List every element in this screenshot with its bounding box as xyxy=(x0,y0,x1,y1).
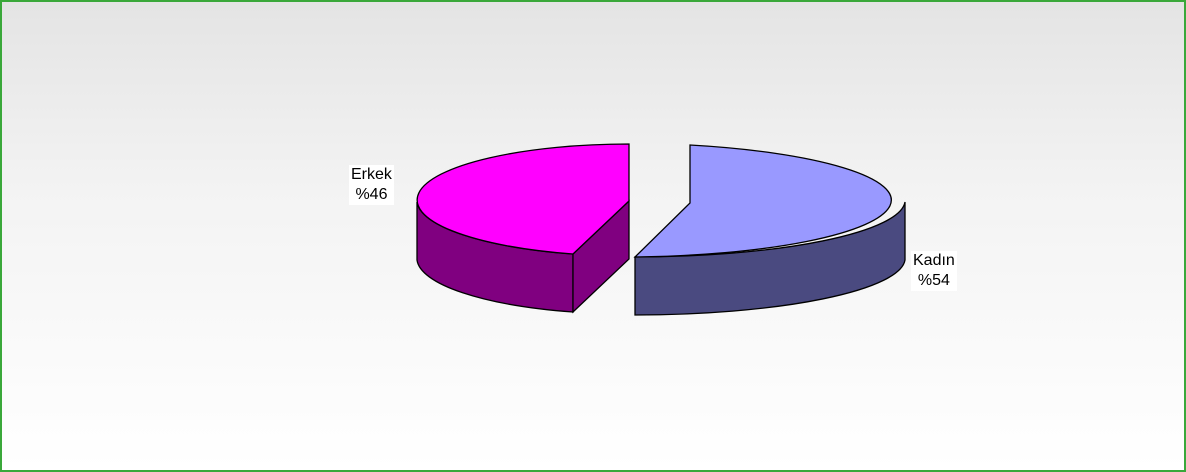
slice-kadin-side xyxy=(634,201,906,316)
data-label-erkek-name: Erkek xyxy=(351,166,392,183)
slice-erkek-top xyxy=(416,143,630,255)
slice-kadin-top xyxy=(633,144,892,258)
data-label-erkek: Erkek %46 xyxy=(349,165,394,205)
data-label-kadin-value: %54 xyxy=(917,272,950,289)
slice-erkek xyxy=(416,143,630,314)
data-label-kadin: Kadın %54 xyxy=(911,251,957,291)
data-label-erkek-value: %46 xyxy=(355,186,388,203)
data-label-kadin-name: Kadın xyxy=(913,252,955,269)
slice-kadin xyxy=(633,144,906,316)
